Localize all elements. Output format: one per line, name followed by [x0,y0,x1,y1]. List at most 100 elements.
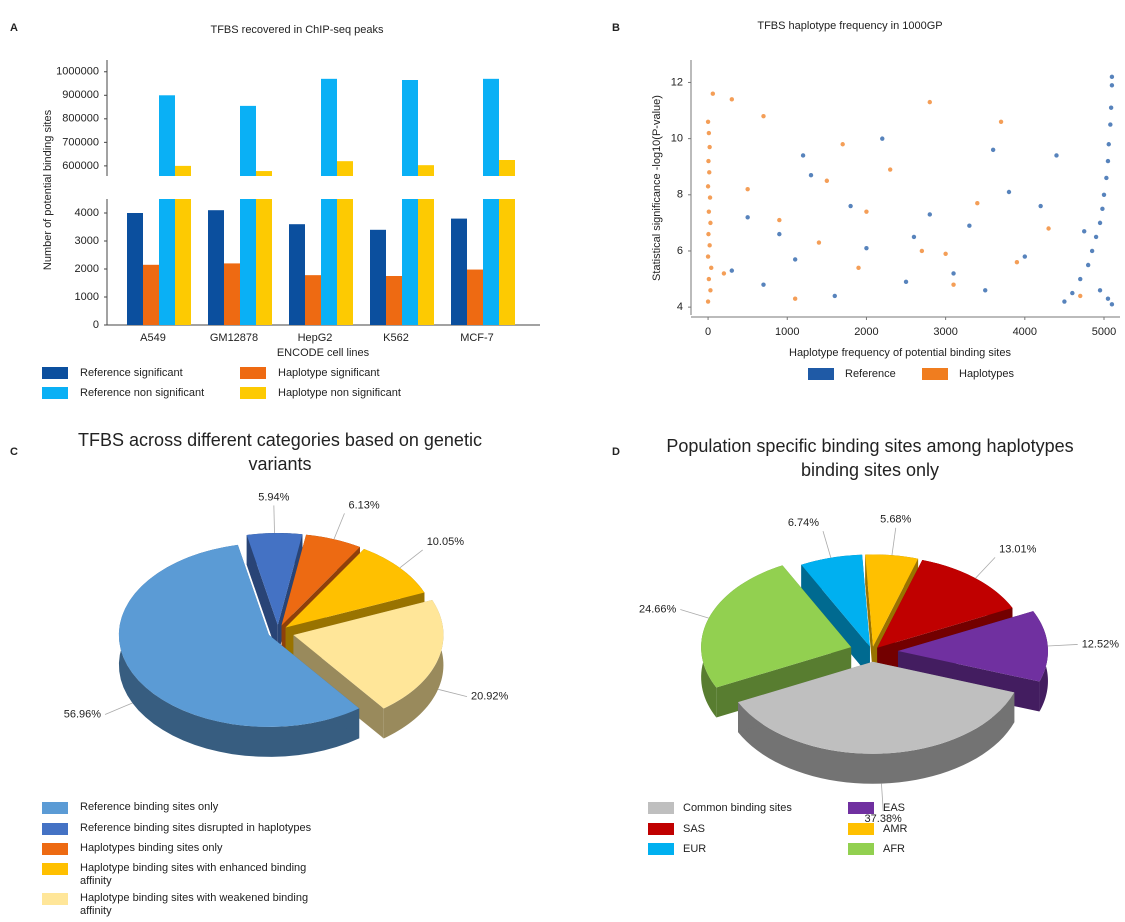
data-label: 6.74% [788,517,819,529]
slice [701,565,852,688]
bar [127,213,143,325]
y-tick-label: 6 [677,245,683,257]
legend-swatch [42,367,68,379]
bar [224,263,240,325]
bar [418,199,434,325]
point [792,296,798,301]
point [707,144,712,150]
bar [289,224,305,325]
point [706,231,711,237]
point [856,265,861,271]
bar [418,165,434,176]
legend-swatch [42,863,68,875]
point [832,293,837,299]
bar [305,275,321,325]
leader-line [680,609,709,619]
legend-label: Haplotype non significant [278,387,401,399]
x-tick-label: 2000 [854,326,878,338]
y-tick-label: 1000000 [56,66,99,78]
point [707,195,713,200]
point [707,243,712,248]
bar [240,199,256,325]
legend-swatch [922,368,948,380]
legend-swatch [808,368,834,380]
legend-swatch [240,387,266,399]
point [887,167,893,172]
point [848,203,853,209]
point [1085,262,1091,268]
data-label: 37.38% [865,813,903,825]
point [943,251,948,256]
point [951,271,956,276]
y-tick-label: 10 [671,133,683,145]
point [1062,299,1067,304]
legend-swatch [848,802,874,814]
bar [337,199,353,325]
point [709,265,714,271]
point [792,257,798,262]
bar [321,199,337,325]
slice-wall [738,692,1015,784]
y-tick-label: 1000 [75,291,99,303]
bar [483,199,499,325]
point [1105,296,1111,301]
bar [256,171,272,176]
slice [118,544,360,727]
x-tick-label: GM12878 [210,332,258,344]
legend-label: Reference binding sites only [80,801,219,813]
data-label: 20.92% [471,691,509,703]
bar [159,95,175,176]
slice-edge [865,554,874,677]
point [1109,74,1115,80]
leader-line [975,557,996,579]
legend-label: Haplotype binding sites with weakened bi… [80,892,309,917]
y-tick-label: 2000 [75,263,99,275]
point [1078,276,1083,282]
data-label: 56.96% [64,708,102,720]
legend-swatch [648,843,674,855]
point [951,282,956,287]
slice-wall [383,600,444,739]
data-label: 5.68% [880,514,911,526]
point [706,158,711,164]
point [1100,206,1105,212]
point [990,147,996,153]
legend-swatch [42,893,68,905]
slice [865,554,919,647]
leader-line [104,702,133,715]
bar [256,199,272,325]
data-label: 24.66% [639,603,677,615]
point [1097,220,1103,226]
point [880,136,885,141]
point [1082,229,1087,234]
point [721,271,727,276]
slice-edge [246,534,278,656]
y-axis-label: Statistical significance -log10(P-value) [651,95,663,281]
x-tick-label: 5000 [1092,326,1116,338]
bar [175,165,191,176]
panel-label: D [612,446,620,458]
point [864,209,869,214]
bar [208,210,224,325]
legend-swatch [42,823,68,835]
point [706,130,712,136]
bar [321,78,337,176]
legend-label: SAS [683,823,705,835]
x-tick-label: 4000 [1013,326,1037,338]
point [708,288,713,293]
point [1089,248,1095,254]
point [777,217,782,223]
bar [402,199,418,325]
point [708,220,713,226]
point [777,231,782,237]
data-label: 5.94% [258,491,289,503]
x-tick-label: MCF-7 [460,332,494,344]
point [729,268,735,273]
point [706,209,712,214]
point [1105,158,1111,164]
point [1101,192,1107,198]
x-tick-label: 3000 [933,326,957,338]
legend-swatch [240,367,266,379]
legend-label: EUR [683,843,706,855]
bar [159,199,175,325]
